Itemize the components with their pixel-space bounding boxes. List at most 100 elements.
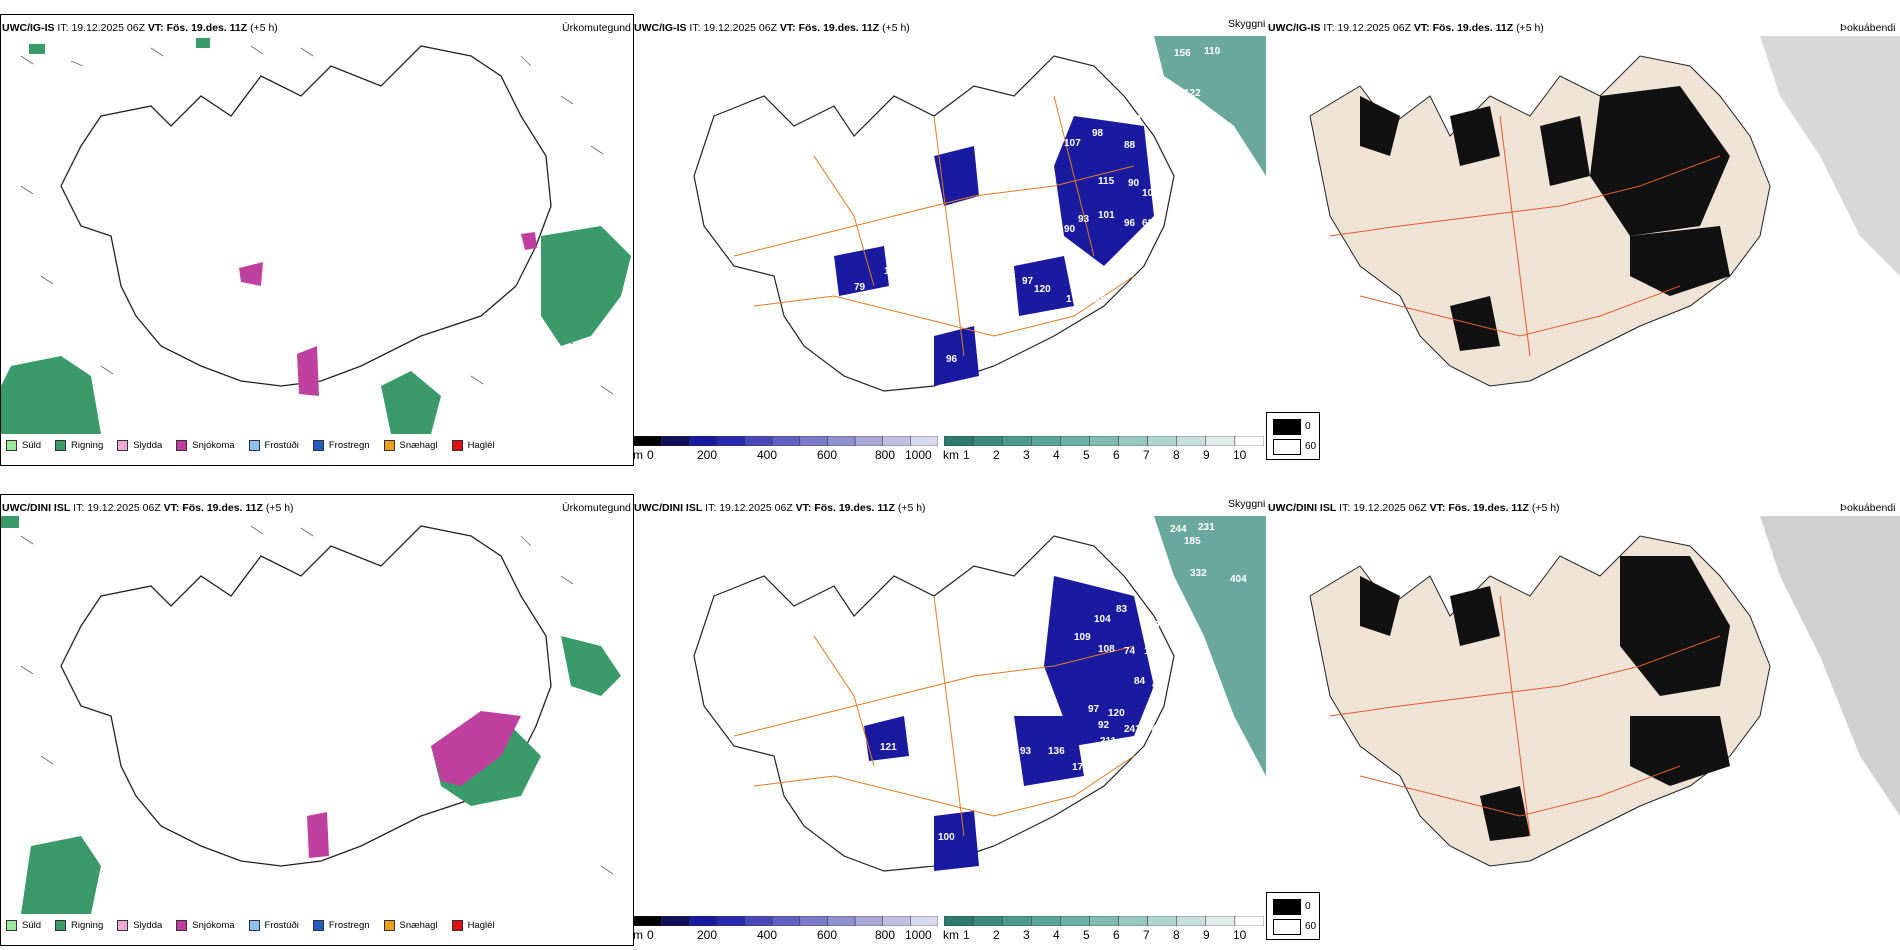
colorbar-cell — [799, 436, 828, 446]
fog-map-1 — [1309, 36, 1900, 387]
visibility-colorbar-2 — [944, 916, 1264, 926]
legend-item: Snjókoma — [176, 440, 235, 451]
cloud-map-2: 244 231 185 332 404 83 104 95 109 108 74… — [693, 516, 1266, 872]
legend-swatch — [451, 440, 463, 451]
cloud-label: 56 — [912, 366, 924, 377]
fog-key-dark — [1273, 899, 1301, 915]
legend-label: Snæhagl — [399, 920, 438, 931]
cloud-label: 91 — [1152, 682, 1164, 693]
cloud-label: 101 — [1098, 210, 1115, 221]
legend-item: Snjókoma — [176, 920, 235, 931]
cloud-label: 120 — [1108, 708, 1125, 719]
colorbar-cell — [882, 436, 911, 446]
fog-key-light — [1273, 439, 1301, 455]
cloudbase-colorbar-1 — [634, 436, 938, 446]
cloud-label: 108 — [1098, 644, 1115, 655]
colorbar-cell — [854, 436, 883, 446]
legend-item: Frostregn — [312, 440, 370, 451]
cloud-label: 74 — [1124, 646, 1136, 657]
cloud-label: 30 — [750, 126, 762, 137]
colorbar-cell — [1060, 916, 1090, 926]
precip-legend-2: Súld Rigning Slydda Snjókoma Frostúði Fr… — [6, 920, 509, 931]
cloud-label: 95 — [1154, 620, 1166, 631]
lead-time: (+5 h) — [897, 502, 926, 514]
cloud-label: 119 — [766, 662, 783, 673]
legend-label: Súld — [22, 440, 42, 451]
legend-label: Snæhagl — [399, 440, 438, 451]
lead-time: (+5 h) — [1516, 22, 1544, 34]
cloud-label: 122 — [1066, 780, 1083, 791]
cloudbase-unit: m — [633, 448, 643, 462]
legend-item: Rigning — [55, 440, 103, 451]
visibility-fog-area — [1154, 516, 1266, 776]
visibility-tick: 7 — [1143, 928, 1150, 942]
cloud-label: 79 — [854, 282, 866, 293]
colorbar-cell — [771, 436, 801, 446]
legend-label: Slydda — [133, 920, 163, 931]
cloud-label: 92 — [1150, 172, 1162, 183]
cloudbase-tick: 200 — [697, 448, 718, 462]
legend-label: Snjókoma — [192, 440, 235, 451]
colorbar-cell — [972, 436, 1003, 446]
cloud-label: 241 — [1124, 724, 1141, 735]
fog-key-light — [1273, 919, 1301, 935]
cloud-label: 69 — [1156, 198, 1168, 209]
cloud-label: 83 — [1116, 604, 1128, 615]
colorbar-cell — [1001, 916, 1032, 926]
road-network — [733, 95, 1135, 357]
legend-label: Súld — [22, 920, 42, 931]
legend-item: Haglél — [451, 440, 495, 451]
cloud-title-2: UWC/DINI ISL IT: 19.12.2025 06Z VT: Fös.… — [634, 502, 926, 514]
legend-label: Frostregn — [328, 440, 370, 451]
legend-swatch — [6, 920, 17, 931]
vt-value: Fös. 19.des. 11Z — [814, 502, 895, 514]
visibility-tick: 10 — [1233, 928, 1247, 942]
colorbar-cell — [799, 916, 828, 926]
it-value: 19.12.2025 06Z — [1353, 502, 1427, 514]
vt-value: Fös. 19.des. 11Z — [182, 502, 263, 514]
visibility-tick: 9 — [1203, 928, 1210, 942]
it-label: IT: — [705, 502, 717, 514]
it-label: IT: — [1323, 22, 1335, 34]
colorbar-cell — [1031, 436, 1061, 446]
legend-swatch — [383, 920, 395, 931]
legend-item: Snæhagl — [383, 440, 438, 451]
cloud-label: 92 — [1098, 720, 1110, 731]
visibility-tick: 7 — [1143, 448, 1150, 462]
cloudbase-tick: 0 — [647, 928, 654, 942]
fog-title-2: UWC/DINI ISL IT: 19.12.2025 06Z VT: Fös.… — [1268, 502, 1560, 514]
visibility-tick: 5 — [1083, 448, 1090, 462]
cloudbase-colorbar-2 — [634, 916, 938, 926]
legend-item: Rigning — [55, 920, 103, 931]
fog-param-2: Þokuábendi — [1840, 502, 1896, 514]
visibility-tick: 2 — [993, 448, 1000, 462]
row-1: UWC/IG-IS IT: 19.12.2025 06Z VT: Fös. 19… — [0, 0, 1900, 470]
fog-key-high: 60 — [1305, 441, 1317, 452]
iceland-coastline — [60, 45, 552, 387]
fog-dark-areas — [1360, 556, 1730, 841]
legend-item: Frostregn — [312, 920, 370, 931]
it-label: IT: — [689, 22, 701, 34]
it-label: IT: — [73, 502, 85, 514]
legend-label: Frostregn — [328, 920, 370, 931]
precip-panel-2 — [0, 494, 634, 946]
it-label: IT: — [57, 22, 69, 34]
visibility-tick: 6 — [1113, 448, 1120, 462]
legend-item: Frostúði — [248, 440, 299, 451]
legend-item: Frostúði — [248, 920, 299, 931]
it-value: 19.12.2025 06Z — [719, 502, 793, 514]
cloud-label: 94 — [1146, 724, 1158, 735]
visibility-tick: 10 — [1233, 448, 1247, 462]
it-value: 19.12.2025 06Z — [703, 22, 777, 34]
legend-swatch — [248, 920, 260, 931]
cloud-label: 90 — [1128, 178, 1140, 189]
fog-param-1: Þokuábendi — [1840, 22, 1896, 34]
cloudbase-unit: m — [633, 928, 643, 942]
it-value: 19.12.2025 06Z — [71, 22, 145, 34]
cloud-label: 110 — [912, 832, 929, 843]
colorbar-cell — [716, 436, 745, 446]
vt-label: VT: — [163, 502, 180, 514]
precip-map-1 — [1, 38, 631, 434]
cloud-label: 113 — [928, 246, 945, 257]
fog-haze-offshore — [1760, 36, 1900, 276]
